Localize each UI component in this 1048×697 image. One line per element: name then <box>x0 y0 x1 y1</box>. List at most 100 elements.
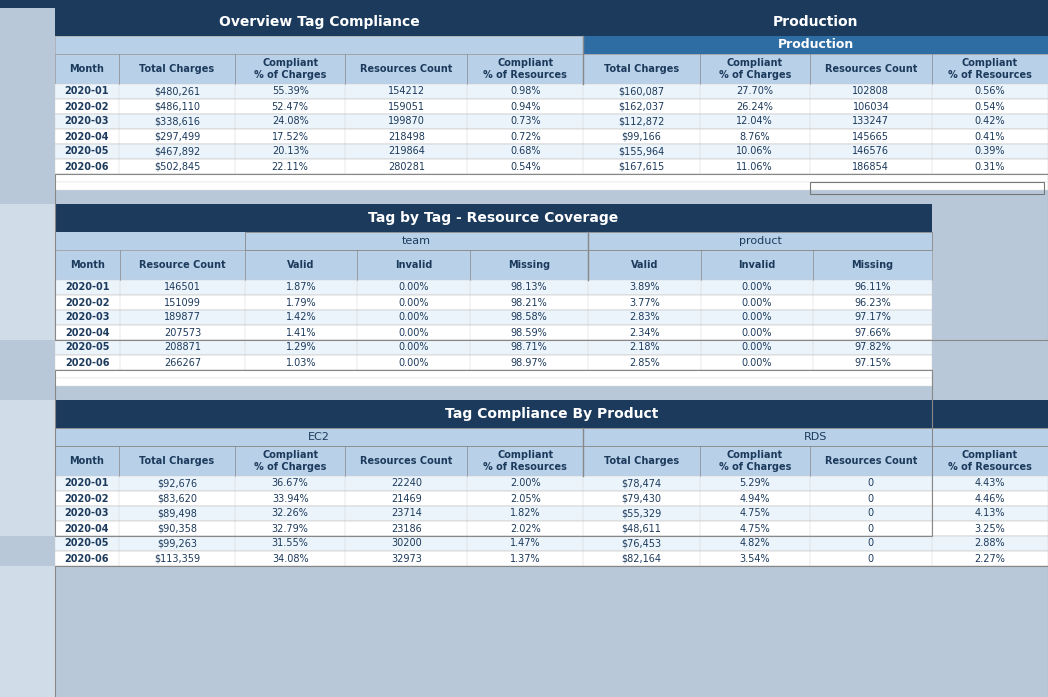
Text: $112,872: $112,872 <box>618 116 664 126</box>
Text: 2020-03: 2020-03 <box>65 116 109 126</box>
Bar <box>54 506 1048 521</box>
Text: 32973: 32973 <box>391 553 421 563</box>
Bar <box>54 310 932 325</box>
Text: 8.76%: 8.76% <box>740 132 770 141</box>
Text: 1.29%: 1.29% <box>285 342 316 353</box>
Text: 32.79%: 32.79% <box>271 523 308 533</box>
Bar <box>54 476 1048 491</box>
Text: 5.29%: 5.29% <box>740 479 770 489</box>
Text: $338,616: $338,616 <box>154 116 200 126</box>
Text: 30200: 30200 <box>391 539 421 549</box>
Text: 97.82%: 97.82% <box>854 342 891 353</box>
Text: 0.72%: 0.72% <box>510 132 541 141</box>
Bar <box>54 491 1048 506</box>
Text: 4.75%: 4.75% <box>740 523 770 533</box>
Text: Compliant
% of Charges: Compliant % of Charges <box>719 59 791 79</box>
Text: Invalid: Invalid <box>395 260 432 270</box>
Text: Month: Month <box>70 260 105 270</box>
Text: 0: 0 <box>868 479 874 489</box>
Text: product: product <box>739 236 782 246</box>
Text: 98.71%: 98.71% <box>510 342 547 353</box>
Text: 3.89%: 3.89% <box>629 282 660 293</box>
Text: 2020-04: 2020-04 <box>65 328 110 337</box>
Text: Production: Production <box>778 38 854 52</box>
Text: 1.47%: 1.47% <box>510 539 541 549</box>
Bar <box>54 182 1048 190</box>
Text: 0: 0 <box>868 509 874 519</box>
Text: 0.42%: 0.42% <box>975 116 1005 126</box>
Text: 3.77%: 3.77% <box>629 298 660 307</box>
Text: 2020-05: 2020-05 <box>65 146 109 157</box>
Text: 106034: 106034 <box>852 102 890 112</box>
Text: Total Charges: Total Charges <box>604 456 679 466</box>
Text: Missing: Missing <box>852 260 894 270</box>
Text: Invalid: Invalid <box>739 260 776 270</box>
Text: 2020-01: 2020-01 <box>65 282 110 293</box>
Text: 0.68%: 0.68% <box>510 146 541 157</box>
Text: RDS: RDS <box>804 432 828 442</box>
Text: 0.73%: 0.73% <box>510 116 541 126</box>
Text: Month: Month <box>69 64 105 74</box>
Text: Compliant
% of Charges: Compliant % of Charges <box>719 450 791 472</box>
Text: $486,110: $486,110 <box>154 102 200 112</box>
Text: 0.00%: 0.00% <box>742 282 772 293</box>
Text: 0.31%: 0.31% <box>975 162 1005 171</box>
Text: 97.15%: 97.15% <box>854 358 891 367</box>
Text: 4.75%: 4.75% <box>740 509 770 519</box>
Text: 2.18%: 2.18% <box>629 342 660 353</box>
Text: $467,892: $467,892 <box>154 146 200 157</box>
Bar <box>54 174 1048 340</box>
Text: 4.94%: 4.94% <box>740 493 770 503</box>
Text: Valid: Valid <box>631 260 658 270</box>
Bar <box>54 174 1048 182</box>
Text: team: team <box>402 236 431 246</box>
Text: 2020-02: 2020-02 <box>65 493 109 503</box>
Text: 0.00%: 0.00% <box>398 342 429 353</box>
Bar <box>0 370 1048 400</box>
Text: Month: Month <box>69 456 105 466</box>
Text: 3.25%: 3.25% <box>975 523 1005 533</box>
Text: Resources Count: Resources Count <box>361 64 453 74</box>
Text: Tag Compliance By Product: Tag Compliance By Product <box>444 407 658 421</box>
Text: 159051: 159051 <box>388 102 424 112</box>
Text: 31.55%: 31.55% <box>271 539 308 549</box>
Bar <box>54 129 1048 144</box>
Text: $48,611: $48,611 <box>621 523 661 533</box>
Bar <box>54 99 1048 114</box>
Text: 2.27%: 2.27% <box>975 553 1005 563</box>
Text: 27.70%: 27.70% <box>737 86 773 96</box>
Bar <box>54 250 932 280</box>
Bar <box>54 370 932 536</box>
Bar <box>54 340 932 355</box>
Text: 2020-02: 2020-02 <box>65 102 109 112</box>
Bar <box>584 428 1048 446</box>
Text: 98.13%: 98.13% <box>510 282 547 293</box>
Text: 0.00%: 0.00% <box>398 282 429 293</box>
Text: $113,359: $113,359 <box>154 553 200 563</box>
Text: $162,037: $162,037 <box>618 102 664 112</box>
Text: $160,087: $160,087 <box>618 86 664 96</box>
Text: 24.08%: 24.08% <box>271 116 308 126</box>
Text: 219864: 219864 <box>388 146 424 157</box>
Text: 98.97%: 98.97% <box>510 358 547 367</box>
Text: 4.13%: 4.13% <box>975 509 1005 519</box>
Bar <box>810 182 1044 194</box>
Text: $155,964: $155,964 <box>618 146 664 157</box>
Bar <box>54 204 932 232</box>
Text: 2020-06: 2020-06 <box>65 553 109 563</box>
Text: Resources Count: Resources Count <box>825 64 917 74</box>
Text: 208871: 208871 <box>163 342 201 353</box>
Text: 2.88%: 2.88% <box>975 539 1005 549</box>
Text: 0.98%: 0.98% <box>510 86 541 96</box>
Text: 0.41%: 0.41% <box>975 132 1005 141</box>
Bar <box>0 370 54 536</box>
Text: 96.23%: 96.23% <box>854 298 891 307</box>
Text: 0: 0 <box>868 553 874 563</box>
Text: 33.94%: 33.94% <box>271 493 308 503</box>
Bar <box>584 36 1048 54</box>
Bar <box>0 174 54 340</box>
Text: 11.06%: 11.06% <box>737 162 773 171</box>
Text: Valid: Valid <box>287 260 314 270</box>
Text: $82,164: $82,164 <box>621 553 661 563</box>
Text: 1.82%: 1.82% <box>510 509 541 519</box>
